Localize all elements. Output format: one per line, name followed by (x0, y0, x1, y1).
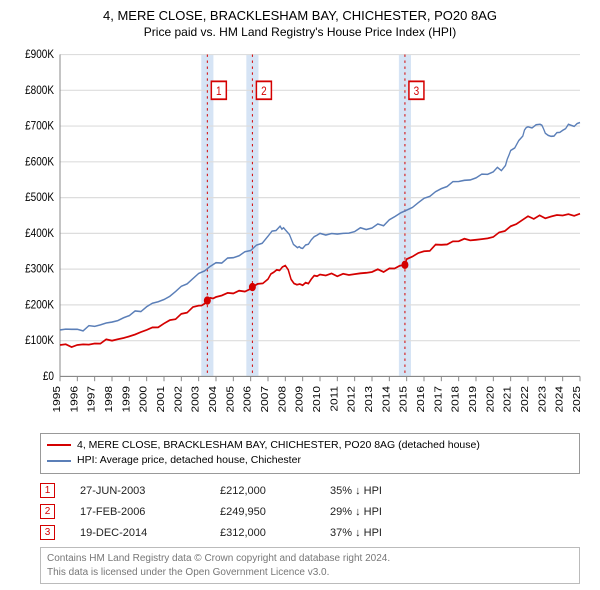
sale-marker-box: 2 (40, 504, 55, 519)
footer-box: Contains HM Land Registry data © Crown c… (40, 547, 580, 584)
sale-row-1: 1 27-JUN-2003£212,00035% ↓ HPI (40, 480, 590, 501)
sale-marker-1: 1 (211, 81, 226, 99)
svg-text:2002: 2002 (173, 386, 184, 413)
svg-text:2005: 2005 (225, 386, 236, 413)
svg-text:2016: 2016 (416, 386, 427, 413)
chart-area: £0 £100K £200K £300K £400K £500K £600K £700K £80… (10, 45, 590, 427)
chart-container: 4, MERE CLOSE, BRACKLESHAM BAY, CHICHEST… (0, 0, 600, 590)
svg-text:2006: 2006 (242, 386, 253, 413)
svg-text:2014: 2014 (381, 386, 392, 413)
svg-text:2009: 2009 (294, 386, 305, 413)
svg-text:2023: 2023 (537, 386, 548, 413)
sale-delta: 37% ↓ HPI (330, 527, 440, 539)
svg-text:2007: 2007 (260, 386, 271, 413)
sale-delta: 29% ↓ HPI (330, 506, 440, 518)
footer-line-1: Contains HM Land Registry data © Crown c… (47, 552, 573, 566)
sale-row-3: 3 19-DEC-2014£312,00037% ↓ HPI (40, 522, 590, 543)
svg-text:£900K: £900K (25, 48, 55, 61)
svg-text:2024: 2024 (554, 386, 565, 413)
legend-swatch (47, 444, 71, 446)
svg-text:2025: 2025 (572, 386, 583, 413)
sale-dot-3 (401, 261, 408, 269)
svg-text:2010: 2010 (312, 386, 323, 413)
svg-text:1995: 1995 (52, 386, 63, 413)
svg-text:£200K: £200K (25, 299, 55, 312)
svg-text:2000: 2000 (138, 386, 149, 413)
title-block: 4, MERE CLOSE, BRACKLESHAM BAY, CHICHEST… (10, 8, 590, 39)
svg-text:2017: 2017 (433, 386, 444, 413)
sale-date: 19-DEC-2014 (80, 527, 220, 539)
sale-row-2: 2 17-FEB-2006£249,95029% ↓ HPI (40, 501, 590, 522)
svg-text:2004: 2004 (208, 386, 219, 413)
svg-text:2022: 2022 (520, 386, 531, 413)
svg-text:2018: 2018 (450, 386, 461, 413)
legend-item-0: 4, MERE CLOSE, BRACKLESHAM BAY, CHICHEST… (47, 438, 573, 454)
sales-table: 1 27-JUN-2003£212,00035% ↓ HPI 2 17-FEB-200… (40, 480, 590, 543)
svg-text:£0: £0 (43, 370, 54, 383)
legend-swatch (47, 460, 71, 462)
legend-label: HPI: Average price, detached house, Chic… (77, 453, 301, 469)
sale-price: £212,000 (220, 485, 330, 497)
sale-dot-2 (249, 283, 256, 291)
sale-marker-3: 3 (409, 81, 424, 99)
svg-text:2021: 2021 (502, 386, 513, 413)
svg-text:£400K: £400K (25, 227, 55, 240)
svg-text:£300K: £300K (25, 263, 55, 276)
svg-text:£800K: £800K (25, 84, 55, 97)
svg-text:1999: 1999 (121, 386, 132, 413)
svg-text:2013: 2013 (364, 386, 375, 413)
legend-item-1: HPI: Average price, detached house, Chic… (47, 453, 573, 469)
sale-dot-1 (204, 296, 211, 304)
sale-delta: 35% ↓ HPI (330, 485, 440, 497)
svg-text:3: 3 (414, 85, 420, 98)
series-hpi (60, 122, 580, 330)
chart-title: 4, MERE CLOSE, BRACKLESHAM BAY, CHICHEST… (10, 8, 590, 23)
svg-text:2012: 2012 (346, 386, 357, 413)
chart-subtitle: Price paid vs. HM Land Registry's House … (10, 25, 590, 39)
svg-text:2019: 2019 (468, 386, 479, 413)
svg-text:£100K: £100K (25, 334, 55, 347)
sale-price: £312,000 (220, 527, 330, 539)
svg-text:2015: 2015 (398, 386, 409, 413)
svg-text:£500K: £500K (25, 191, 55, 204)
line-chart: £0 £100K £200K £300K £400K £500K £600K £700K £80… (10, 45, 590, 427)
svg-text:1998: 1998 (104, 386, 115, 413)
svg-text:1: 1 (216, 85, 222, 98)
sale-marker-2: 2 (256, 81, 271, 99)
sale-price: £249,950 (220, 506, 330, 518)
sale-marker-box: 1 (40, 483, 55, 498)
svg-text:1996: 1996 (69, 386, 80, 413)
sale-marker-box: 3 (40, 525, 55, 540)
svg-text:£600K: £600K (25, 156, 55, 169)
svg-text:£700K: £700K (25, 120, 55, 133)
svg-text:2008: 2008 (277, 386, 288, 413)
svg-text:2003: 2003 (190, 386, 201, 413)
sale-date: 27-JUN-2003 (80, 485, 220, 497)
svg-text:2011: 2011 (329, 386, 340, 412)
legend-box: 4, MERE CLOSE, BRACKLESHAM BAY, CHICHEST… (40, 433, 580, 475)
legend-label: 4, MERE CLOSE, BRACKLESHAM BAY, CHICHEST… (77, 438, 480, 454)
svg-text:2001: 2001 (156, 386, 167, 413)
footer-line-2: This data is licensed under the Open Gov… (47, 566, 573, 580)
svg-text:2: 2 (261, 85, 267, 98)
svg-text:1997: 1997 (86, 386, 97, 413)
svg-text:2020: 2020 (485, 386, 496, 413)
sale-date: 17-FEB-2006 (80, 506, 220, 518)
